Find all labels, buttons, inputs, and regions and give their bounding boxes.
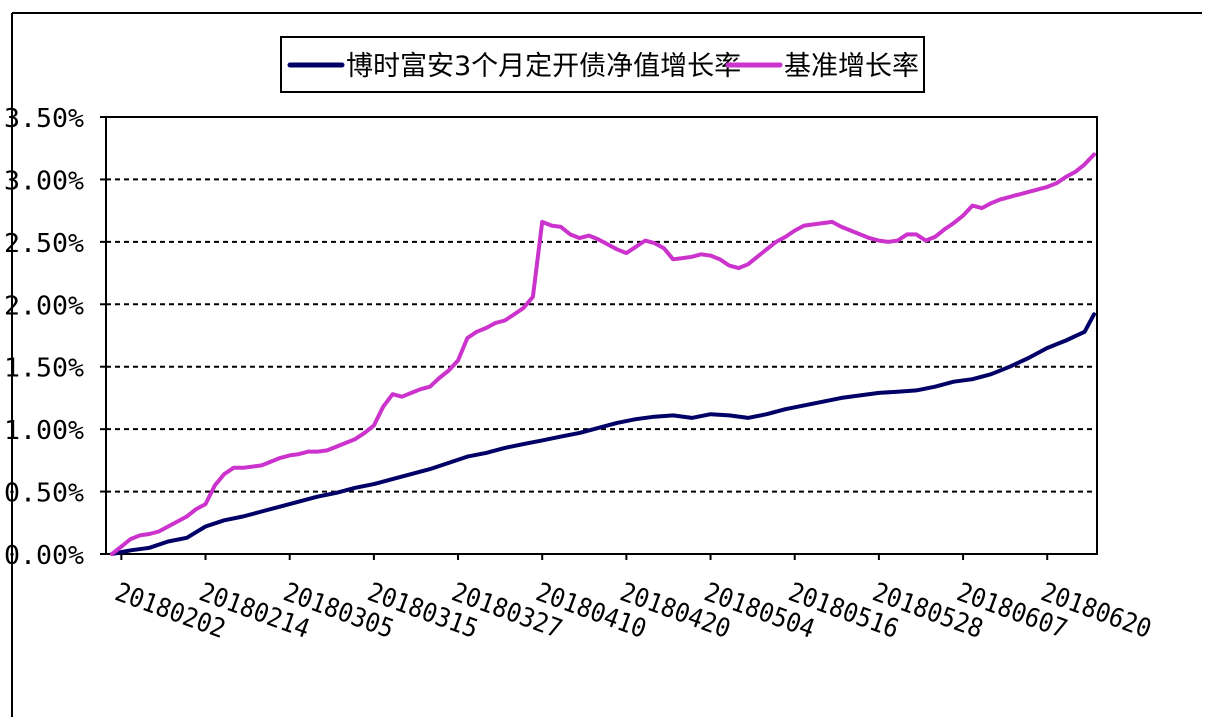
series-line-benchmark xyxy=(110,152,1096,556)
y-tick-label: 0.00% xyxy=(4,541,84,571)
legend-label-benchmark: 基准增长率 xyxy=(784,51,919,82)
legend-box xyxy=(280,36,925,93)
series-lines xyxy=(110,152,1096,556)
y-tick-label: 2.50% xyxy=(4,229,84,259)
y-tick-label: 2.00% xyxy=(4,291,84,321)
plot-area xyxy=(105,116,1098,555)
y-tick-label: 3.00% xyxy=(4,166,84,196)
legend-label-fund: 博时富安3个月定开债净值增长率 xyxy=(346,51,741,82)
y-tick-label: 0.50% xyxy=(4,479,84,509)
series-line-fund xyxy=(110,312,1096,556)
y-tick-label: 1.50% xyxy=(4,354,84,384)
y-tick-label: 3.50% xyxy=(4,104,84,134)
y-tick-label: 1.00% xyxy=(4,416,84,446)
legend: 博时富安3个月定开债净值增长率 基准增长率 xyxy=(280,36,925,93)
x-axis-ticks: 2018020220180214201803052018031520180327… xyxy=(111,554,1155,645)
y-axis-ticks: 0.00% 0.50% 1.00% 1.50% 2.00% 2.50% 3.00% 3.50% xyxy=(4,104,106,571)
